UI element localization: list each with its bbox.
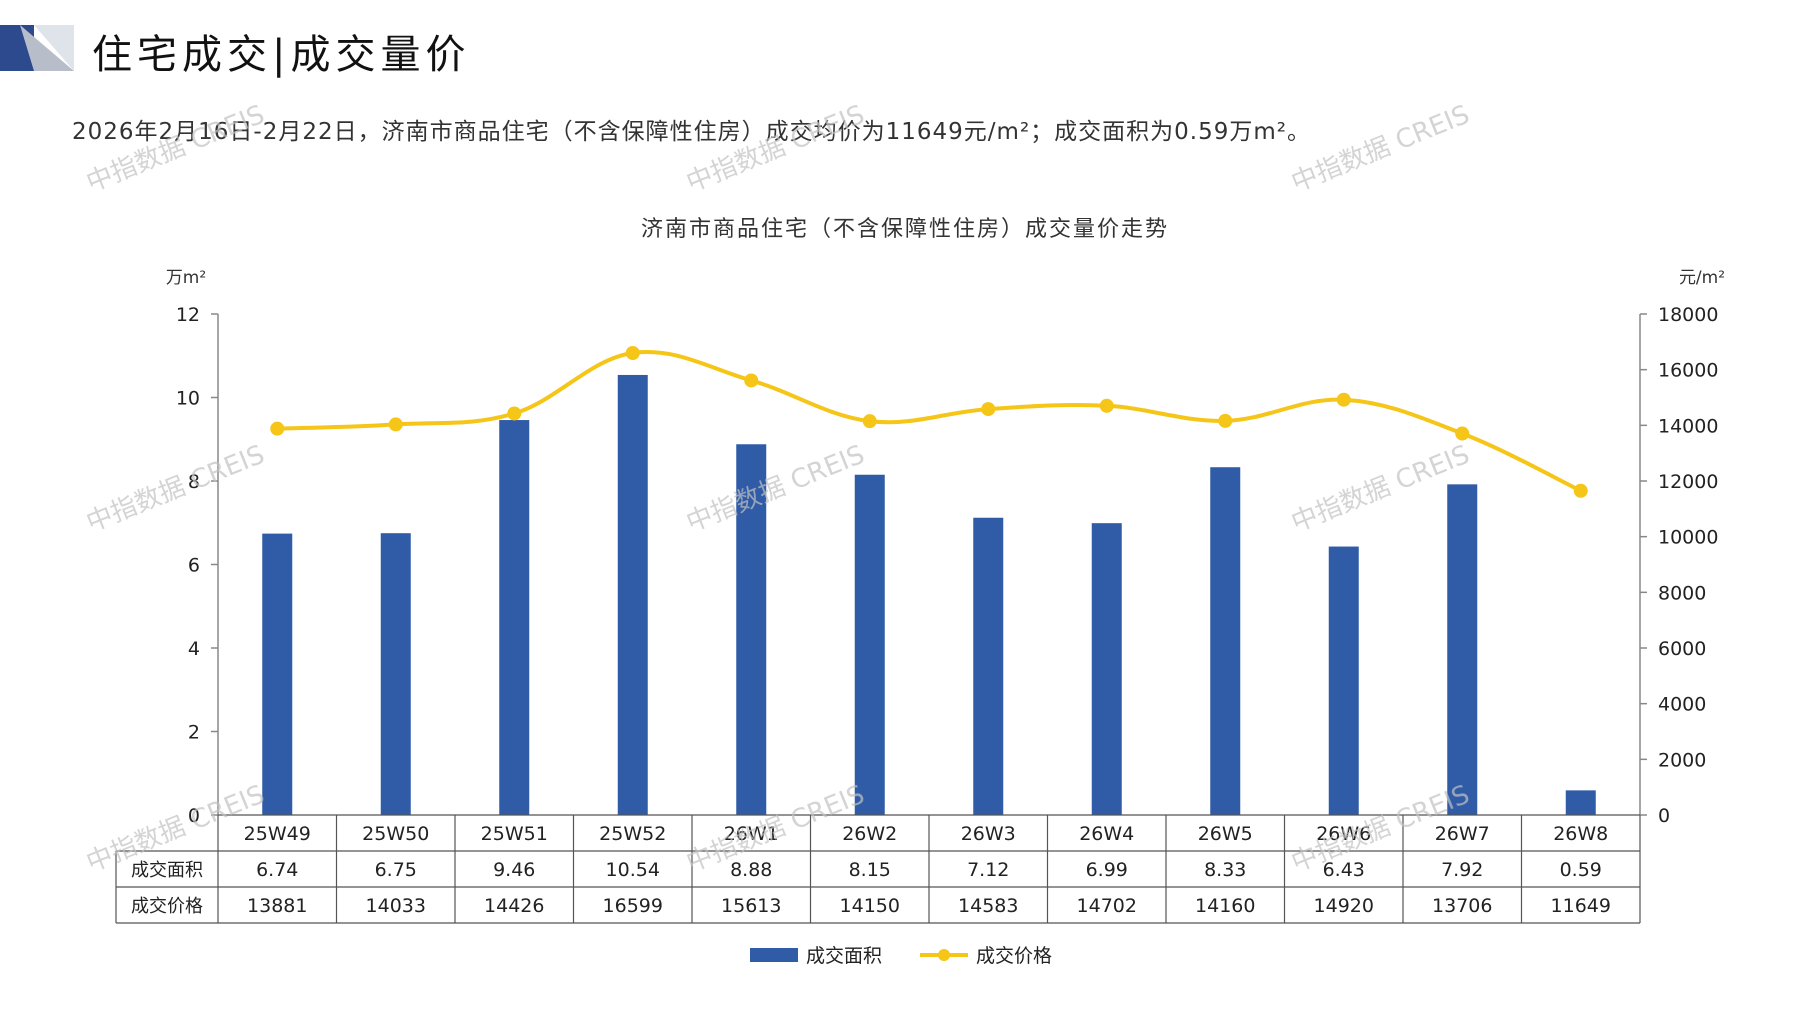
right-tick-label: 4000 <box>1658 694 1706 716</box>
legend-bar-label: 成交面积 <box>806 945 882 967</box>
price-point <box>862 414 877 429</box>
right-axis-unit: 元/m² <box>1679 268 1725 288</box>
area-value-label: 9.46 <box>493 859 535 881</box>
legend-line-label: 成交价格 <box>976 945 1052 967</box>
price-point <box>507 406 522 421</box>
left-axis-unit: 万m² <box>166 268 206 288</box>
right-tick-label: 8000 <box>1658 582 1706 604</box>
area-value-label: 10.54 <box>606 859 660 881</box>
price-point <box>1455 426 1470 441</box>
right-tick-label: 6000 <box>1658 638 1706 660</box>
x-tick-label: 26W8 <box>1553 823 1608 845</box>
area-value-label: 8.33 <box>1204 859 1246 881</box>
price-value-label: 15613 <box>721 895 781 917</box>
price-point <box>625 345 640 360</box>
logo-mid-shape <box>34 25 74 71</box>
left-tick-label: 10 <box>176 388 200 410</box>
bar-area <box>1091 523 1122 815</box>
price-value-label: 16599 <box>603 895 663 917</box>
area-value-label: 8.88 <box>730 859 772 881</box>
price-point <box>1573 483 1588 498</box>
price-row-header: 成交价格 <box>131 896 203 917</box>
left-tick-label: 8 <box>188 471 200 493</box>
area-value-label: 8.15 <box>849 859 891 881</box>
x-tick-label: 25W50 <box>362 823 429 845</box>
price-point <box>388 417 403 432</box>
right-tick-label: 12000 <box>1658 471 1718 493</box>
price-point <box>744 373 759 388</box>
bar-area <box>1447 484 1478 815</box>
logo-light-shape <box>20 25 74 71</box>
bars <box>262 374 1596 815</box>
area-value-label: 7.12 <box>967 859 1009 881</box>
right-tick-label: 2000 <box>1658 749 1706 771</box>
price-value-label: 13706 <box>1432 895 1492 917</box>
legend-bar-swatch <box>750 948 798 962</box>
legend-line-marker <box>938 949 950 961</box>
summary-text: 2026年2月16日-2月22日，济南市商品住宅（不含保障性住房）成交均价为11… <box>72 119 1312 145</box>
price-value-label: 14033 <box>366 895 426 917</box>
right-tick-label: 14000 <box>1658 415 1718 437</box>
area-value-label: 0.59 <box>1560 859 1602 881</box>
price-value-label: 13881 <box>247 895 307 917</box>
price-line-path <box>277 350 1582 493</box>
price-point <box>981 402 996 417</box>
left-tick-label: 6 <box>188 555 200 577</box>
bar-area <box>854 474 885 815</box>
price-point <box>1218 413 1233 428</box>
chart-title: 济南市商品住宅（不含保障性住房）成交量价走势 <box>641 217 1169 242</box>
right-tick-label: 10000 <box>1658 527 1718 549</box>
x-tick-label: 25W52 <box>599 823 666 845</box>
price-point <box>1099 398 1114 413</box>
x-tick-label: 26W7 <box>1435 823 1490 845</box>
left-tick-label: 0 <box>188 805 200 827</box>
x-tick-label: 26W4 <box>1079 823 1134 845</box>
price-value-label: 14702 <box>1077 895 1137 917</box>
price-value-label: 14160 <box>1195 895 1255 917</box>
left-tick-label: 4 <box>188 638 200 660</box>
price-value-label: 11649 <box>1551 895 1611 917</box>
area-value-label: 7.92 <box>1441 859 1483 881</box>
brand-logo <box>0 25 74 71</box>
x-tick-label: 26W5 <box>1198 823 1253 845</box>
area-row-header: 成交面积 <box>131 860 203 881</box>
data-table: 25W49 6.74 13881 25W50 6.75 14033 25W51 9.46 144… <box>115 814 1641 924</box>
legend: 成交面积 成交价格 <box>750 945 1052 967</box>
price-point <box>270 421 285 436</box>
area-value-label: 6.75 <box>375 859 417 881</box>
price-value-label: 14920 <box>1314 895 1374 917</box>
x-tick-label: 26W2 <box>842 823 897 845</box>
x-tick-label: 25W49 <box>244 823 311 845</box>
left-tick-label: 2 <box>188 722 200 744</box>
price-value-label: 14426 <box>484 895 544 917</box>
price-point <box>1336 392 1351 407</box>
left-tick-label: 12 <box>176 304 200 326</box>
x-tick-label: 26W3 <box>961 823 1016 845</box>
axes: 0 2 4 6 8 10 12 0 2000 4000 6000 8000 10000 12000 1400… <box>176 304 1719 827</box>
x-tick-label: 26W1 <box>724 823 779 845</box>
area-value-label: 6.99 <box>1086 859 1128 881</box>
price-line <box>270 345 1588 498</box>
bar-area <box>973 517 1004 815</box>
bar-area <box>262 533 293 815</box>
bar-area <box>1565 790 1596 815</box>
price-value-label: 14150 <box>840 895 900 917</box>
x-tick-label: 25W51 <box>481 823 548 845</box>
bar-area <box>736 444 767 815</box>
bar-area <box>499 420 530 815</box>
area-value-label: 6.43 <box>1323 859 1365 881</box>
right-tick-label: 0 <box>1658 805 1670 827</box>
area-value-label: 6.74 <box>256 859 298 881</box>
x-tick-label: 26W6 <box>1316 823 1371 845</box>
bar-area <box>380 533 411 815</box>
right-tick-label: 18000 <box>1658 304 1718 326</box>
bar-area <box>1328 546 1359 815</box>
price-value-label: 14583 <box>958 895 1018 917</box>
right-tick-label: 16000 <box>1658 360 1718 382</box>
bar-area <box>617 374 648 815</box>
page-title: 住宅成交|成交量价 <box>92 32 471 78</box>
bar-area <box>1210 467 1241 815</box>
